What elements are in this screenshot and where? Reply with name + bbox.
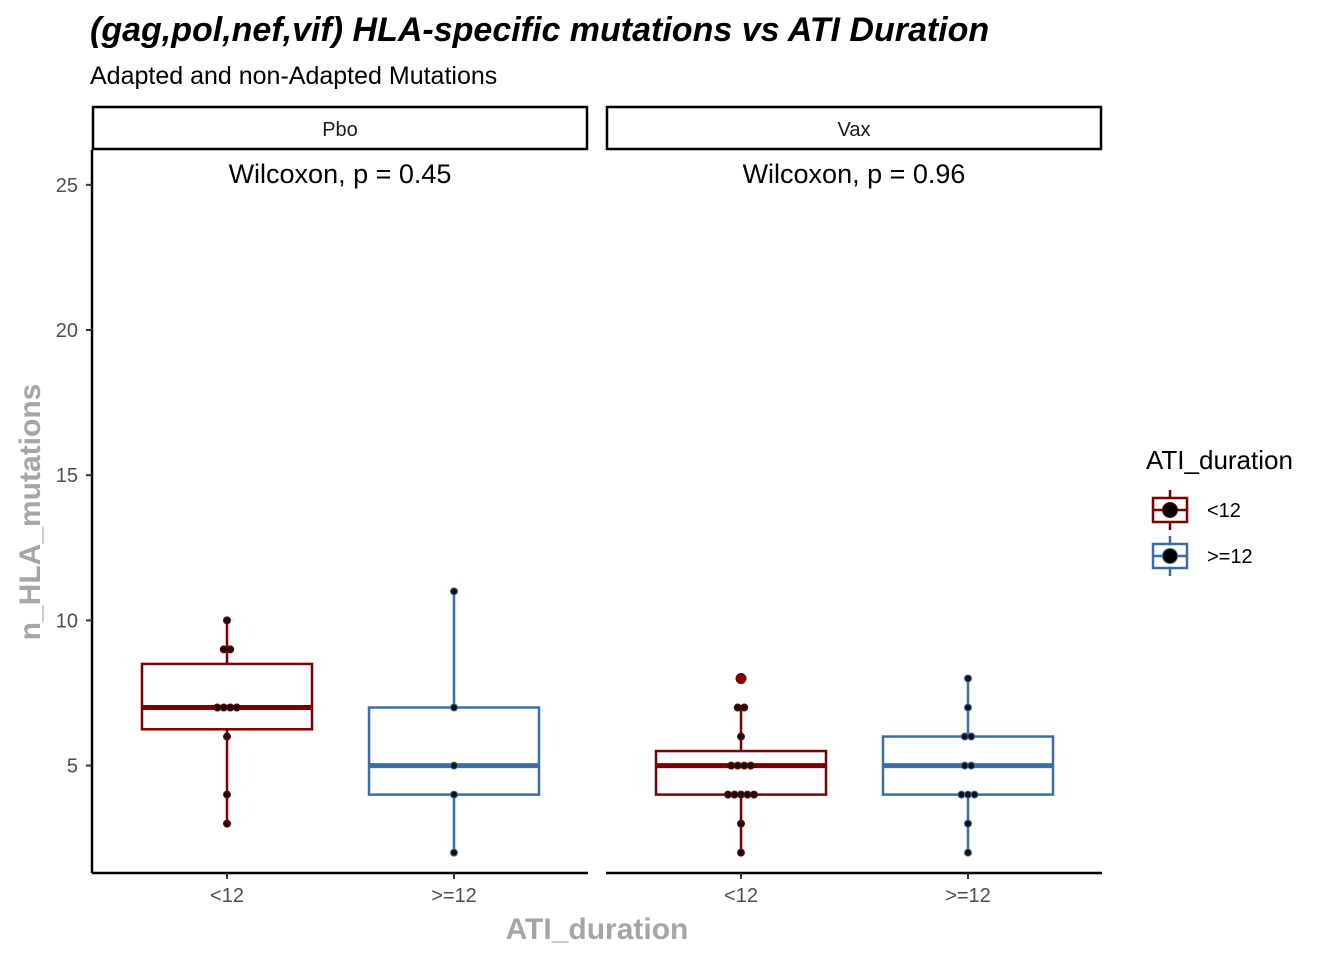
y-axis-label: n_HLA_mutations <box>14 384 47 641</box>
data-point <box>727 761 736 770</box>
data-point <box>724 790 732 799</box>
y-tick-label: 25 <box>56 175 78 197</box>
x-axis-label: ATI_duration <box>506 913 689 946</box>
facet-strip <box>605 105 1103 151</box>
data-point <box>737 819 745 828</box>
data-point <box>733 761 742 770</box>
data-point <box>746 761 755 770</box>
data-point <box>957 790 966 799</box>
iqr-box <box>140 662 314 731</box>
facet-panels: Pbo Wilcoxon, p = 0.45 <12 >=12 Vax Wilcoxon,… <box>91 105 1103 907</box>
legend: ATI_duration <12 >=12 <box>1146 445 1293 576</box>
data-point <box>740 761 749 770</box>
data-point <box>450 790 458 799</box>
data-point <box>733 703 742 712</box>
legend-keys: <12 >=12 <box>1151 490 1253 576</box>
legend-point <box>1162 548 1178 564</box>
data-point <box>967 732 976 741</box>
data-point <box>970 790 979 799</box>
box-pbo-ge12 <box>367 587 541 857</box>
y-axis: 5 10 15 20 25 <box>56 150 94 873</box>
facet-strip <box>91 105 589 151</box>
iqr-box <box>654 749 828 796</box>
x-tick-label: >=12 <box>945 885 991 907</box>
legend-title: ATI_duration <box>1146 445 1293 475</box>
chart-title: (gag,pol,nef,vif) HLA-specific mutations… <box>90 11 989 49</box>
legend-point <box>1162 502 1178 518</box>
x-tick-label: <12 <box>210 885 244 907</box>
data-point <box>223 732 231 741</box>
wilcoxon-label: Wilcoxon, p = 0.45 <box>229 159 452 189</box>
facet-strip-label: Vax <box>838 119 871 141</box>
data-point <box>740 703 749 712</box>
x-tick-label: >=12 <box>431 885 477 907</box>
legend-label: <12 <box>1207 500 1241 522</box>
x-tick-label: <12 <box>724 885 758 907</box>
box-vax-lt12 <box>654 672 828 857</box>
facet-strip-label: Pbo <box>322 119 358 141</box>
y-tick-label: 20 <box>56 320 78 342</box>
data-point <box>960 732 969 741</box>
data-point <box>964 674 972 683</box>
legend-label: >=12 <box>1207 546 1253 568</box>
data-point <box>743 790 752 799</box>
data-point <box>737 848 745 857</box>
data-point <box>223 819 231 828</box>
data-point <box>450 761 458 770</box>
data-point <box>226 645 235 654</box>
data-point <box>967 761 976 770</box>
data-point <box>964 703 972 712</box>
data-point <box>750 790 758 799</box>
data-point <box>730 790 739 799</box>
data-point <box>960 761 969 770</box>
y-tick-label: 10 <box>56 610 78 632</box>
outlier-point <box>735 672 747 684</box>
data-point <box>232 703 241 712</box>
data-point <box>737 790 745 799</box>
data-point <box>226 703 235 712</box>
facet-panel-pbo: Pbo Wilcoxon, p = 0.45 <12 >=12 <box>91 105 589 907</box>
data-point <box>450 703 458 712</box>
data-point <box>223 616 231 625</box>
legend-key-lt12: <12 <box>1151 490 1241 530</box>
data-point <box>219 703 228 712</box>
box-pbo-lt12 <box>140 616 314 828</box>
facet-panel-vax: Vax Wilcoxon, p = 0.96 <12 >=12 <box>605 105 1103 907</box>
data-point <box>213 703 222 712</box>
data-point <box>219 645 228 654</box>
chart-subtitle: Adapted and non-Adapted Mutations <box>90 62 497 90</box>
box-vax-ge12 <box>881 674 1055 857</box>
y-tick-label: 5 <box>67 756 78 778</box>
data-point <box>450 587 458 596</box>
data-point <box>737 732 745 741</box>
data-point <box>223 790 231 799</box>
data-point <box>964 848 972 857</box>
data-point <box>450 848 458 857</box>
data-point <box>964 790 972 799</box>
legend-key-ge12: >=12 <box>1151 536 1253 576</box>
wilcoxon-label: Wilcoxon, p = 0.96 <box>743 159 966 189</box>
data-point <box>964 819 972 828</box>
y-tick-label: 15 <box>56 465 78 487</box>
iqr-box <box>367 706 541 796</box>
